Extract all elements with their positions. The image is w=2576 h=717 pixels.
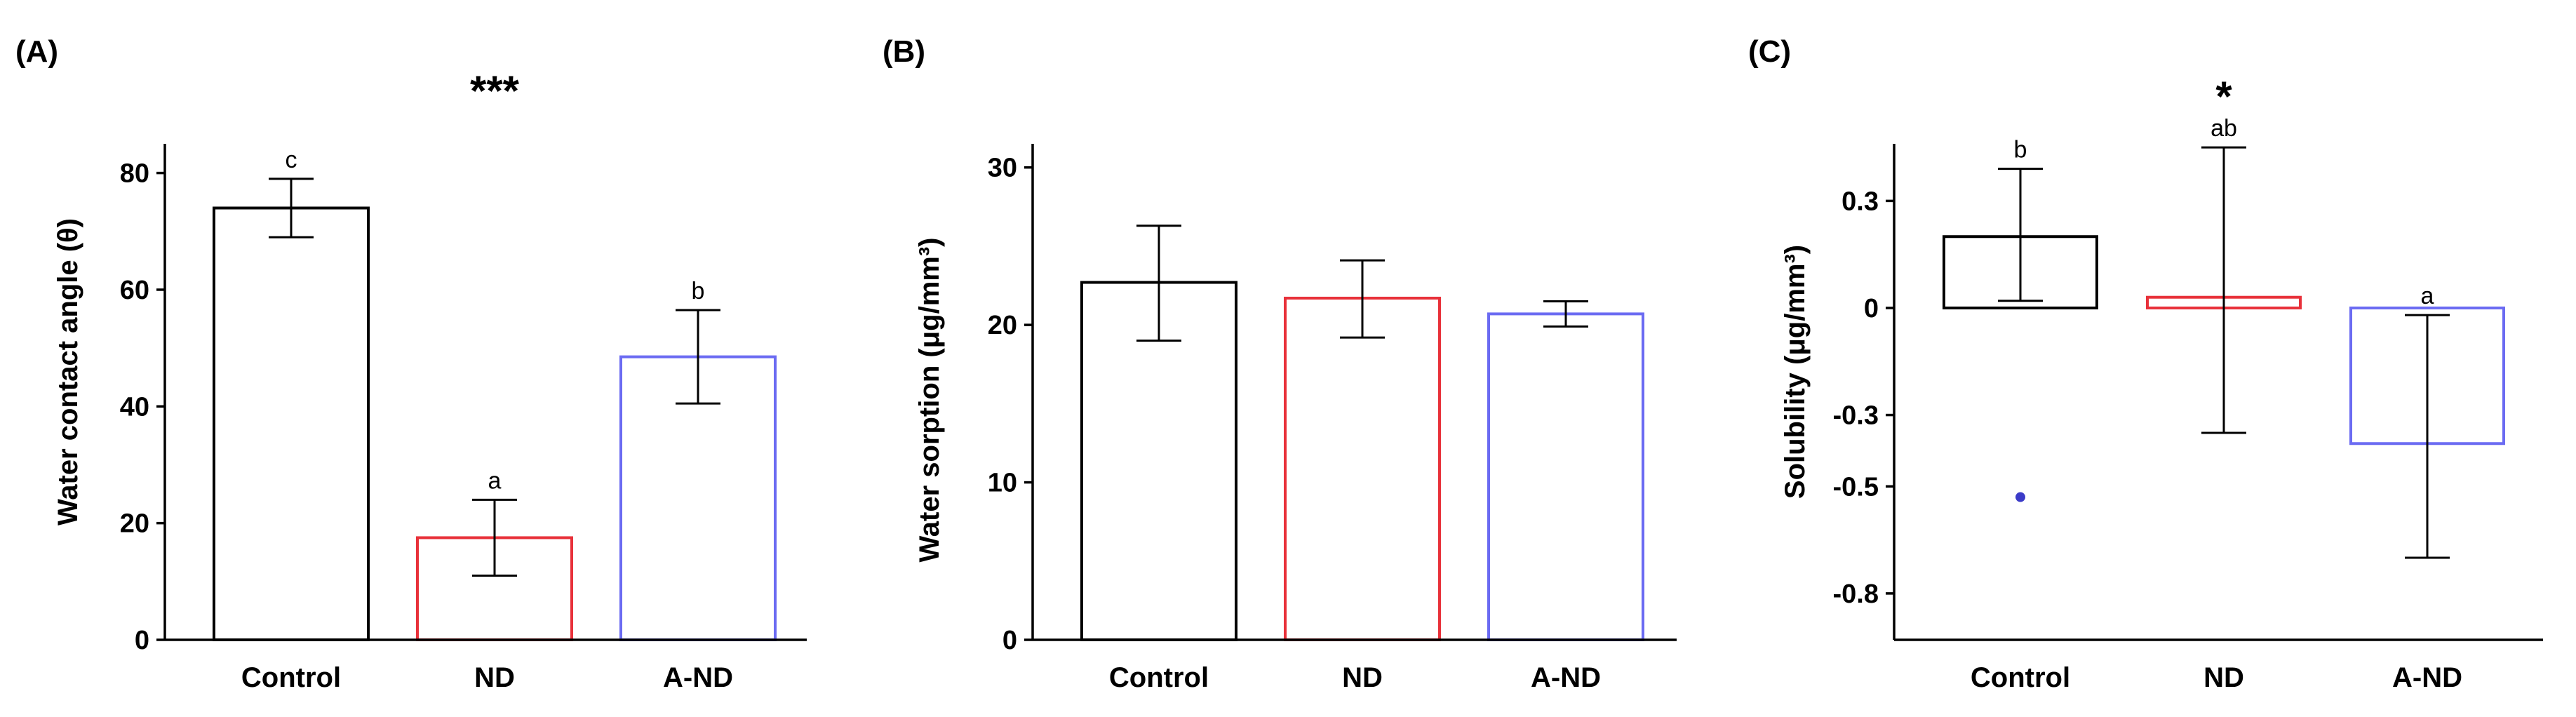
error-bar: [676, 309, 720, 405]
error-bar: [269, 177, 314, 239]
x-tick-label: Control: [1971, 662, 2070, 693]
x-tick-label: A-ND: [1531, 662, 1601, 693]
group-letter: c: [286, 147, 297, 173]
y-tick-label: 0: [1864, 294, 1879, 323]
panel-b: (B) Water sorption (μg/mm³) 0 10 20 30 Cont…: [883, 34, 1677, 693]
group-letter: a: [488, 467, 502, 494]
x-tick-label: Control: [1109, 662, 1209, 693]
y-tick-label: 0: [135, 626, 149, 655]
y-tick-label: 40: [120, 392, 149, 422]
y-tick-label: -0.3: [1833, 401, 1879, 431]
group-letter: a: [2421, 283, 2434, 309]
significance-marker: ***: [470, 67, 520, 114]
x-tick-label: A-ND: [2392, 662, 2462, 693]
y-tick-label: 0: [1002, 626, 1017, 655]
y-tick-label: -0.5: [1833, 472, 1879, 502]
x-tick-label: ND: [2203, 662, 2244, 693]
y-tick-label: 30: [988, 154, 1017, 183]
group-letter: b: [2014, 137, 2027, 163]
panel-label: (C): [1748, 34, 1791, 69]
x-tick-label: A-ND: [663, 662, 733, 693]
x-tick-label: ND: [474, 662, 515, 693]
y-tick-label: 20: [988, 311, 1017, 340]
x-tick-label: ND: [1342, 662, 1383, 693]
y-axis-label: Water contact angle (θ): [53, 218, 83, 525]
group-letter: ab: [2211, 115, 2237, 142]
y-tick-label: -0.8: [1833, 579, 1879, 609]
panel-c: (C) * Solubility (μg/mm³) b ab a -0.8 -0.5 -…: [1748, 34, 2543, 693]
x-tick-label: Control: [241, 662, 341, 693]
y-tick-label: 60: [120, 276, 149, 305]
y-axis-label: Water sorption (μg/mm³): [914, 238, 945, 563]
error-bar: [1543, 300, 1588, 328]
error-bar: [1998, 168, 2043, 302]
bar-control: [213, 206, 370, 641]
y-axis-label: Solubility (μg/mm³): [1780, 245, 1811, 499]
panel-label: (A): [15, 34, 58, 69]
y-tick-label: 20: [120, 509, 149, 539]
y-tick-label: 80: [120, 159, 149, 189]
panel-a: (A) *** Water contact angle (θ) c a b 0 20 4…: [15, 34, 807, 693]
outlier-point: [2015, 492, 2025, 502]
bar-a-nd: [1487, 312, 1644, 641]
error-bar: [2405, 314, 2450, 559]
y-tick-label: 0.3: [1842, 187, 1879, 216]
y-tick-label: 10: [988, 469, 1017, 498]
error-bar: [1340, 259, 1385, 339]
group-letter: b: [692, 278, 705, 304]
error-bar: [2201, 146, 2246, 434]
panel-label: (B): [883, 34, 925, 69]
error-bar: [472, 498, 517, 577]
error-bar: [1136, 225, 1181, 342]
bar-nd: [1284, 296, 1441, 641]
significance-marker: *: [2215, 73, 2232, 120]
